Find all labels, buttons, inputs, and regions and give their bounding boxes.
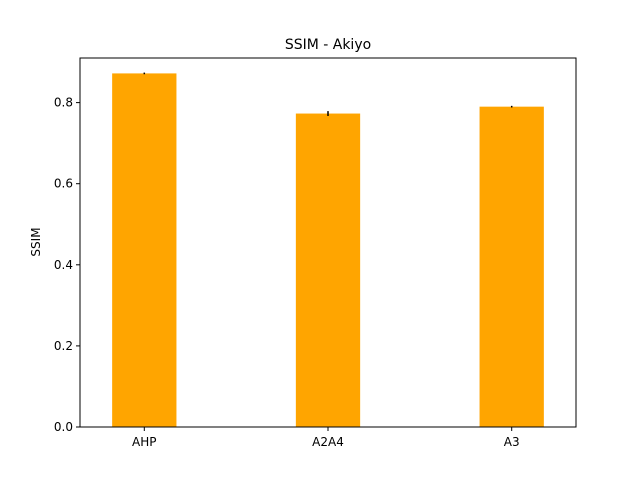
error-bars-group [143,72,513,116]
x-axis-ticks: AHP A2A4 A3 [132,427,520,449]
y-tick-label: 0.2 [54,339,73,353]
chart-title: SSIM - Akiyo [285,37,371,53]
x-tick-label: A2A4 [312,435,344,449]
bar-a3 [479,106,544,428]
y-tick-label: 0.0 [54,420,73,434]
y-axis-label: SSIM [29,227,43,256]
bar-ahp [112,73,177,428]
y-tick-label: 0.8 [54,96,73,110]
y-tick-label: 0.4 [54,258,73,272]
y-tick-label: 0.6 [54,177,73,191]
x-tick-label: AHP [132,435,156,449]
y-axis-ticks: 0.0 0.2 0.4 0.6 0.8 [54,96,80,434]
x-tick-label: A3 [504,435,520,449]
bar-a2a4 [295,113,361,428]
bars-group [112,73,544,428]
